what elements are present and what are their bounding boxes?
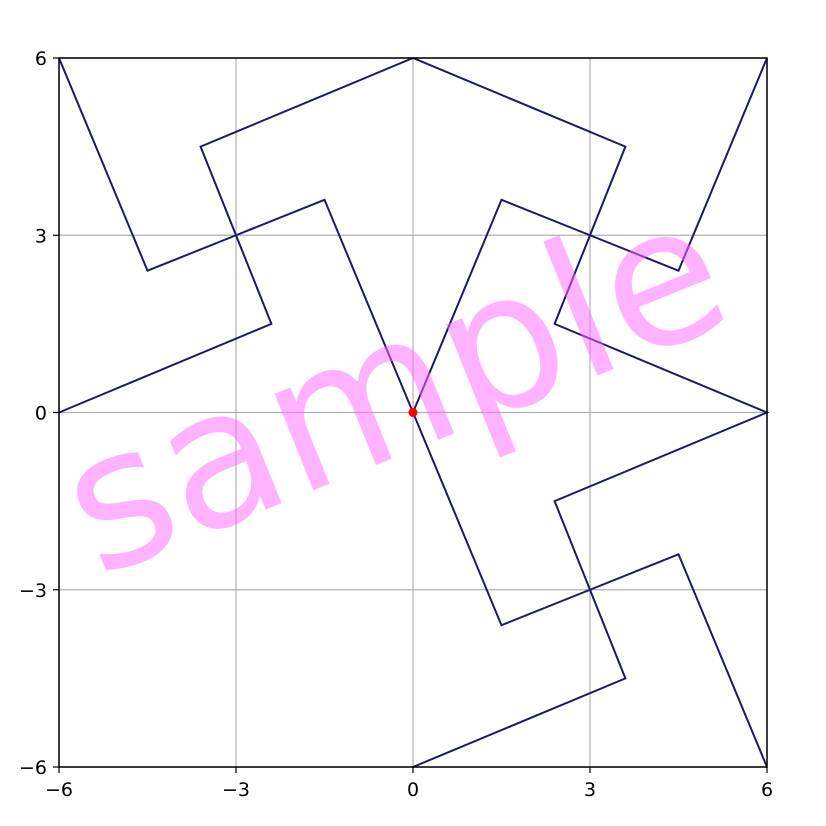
- marker-layer: [408, 408, 418, 417]
- y-tick-label-4: 6: [35, 48, 47, 70]
- series-layer: [58, 56, 770, 768]
- x-tick-label-4: 6: [761, 779, 773, 801]
- y-tick-label-0: −6: [19, 757, 47, 779]
- origin-point: [408, 408, 418, 417]
- y-tick-label-1: −3: [19, 580, 47, 602]
- y-axis: −6 −3 0 3 6: [19, 48, 59, 779]
- x-tick-label-1: −3: [222, 779, 250, 801]
- x-tick-label-0: −6: [45, 779, 73, 801]
- y-tick-label-2: 0: [35, 403, 47, 425]
- x-tick-label-2: 0: [407, 779, 419, 801]
- x-tick-label-3: 3: [584, 779, 596, 801]
- y-tick-label-3: 3: [35, 225, 47, 247]
- series-line-0: [58, 56, 770, 768]
- watermark: sample: [32, 155, 755, 619]
- x-axis: −6 −3 0 3 6: [45, 767, 773, 801]
